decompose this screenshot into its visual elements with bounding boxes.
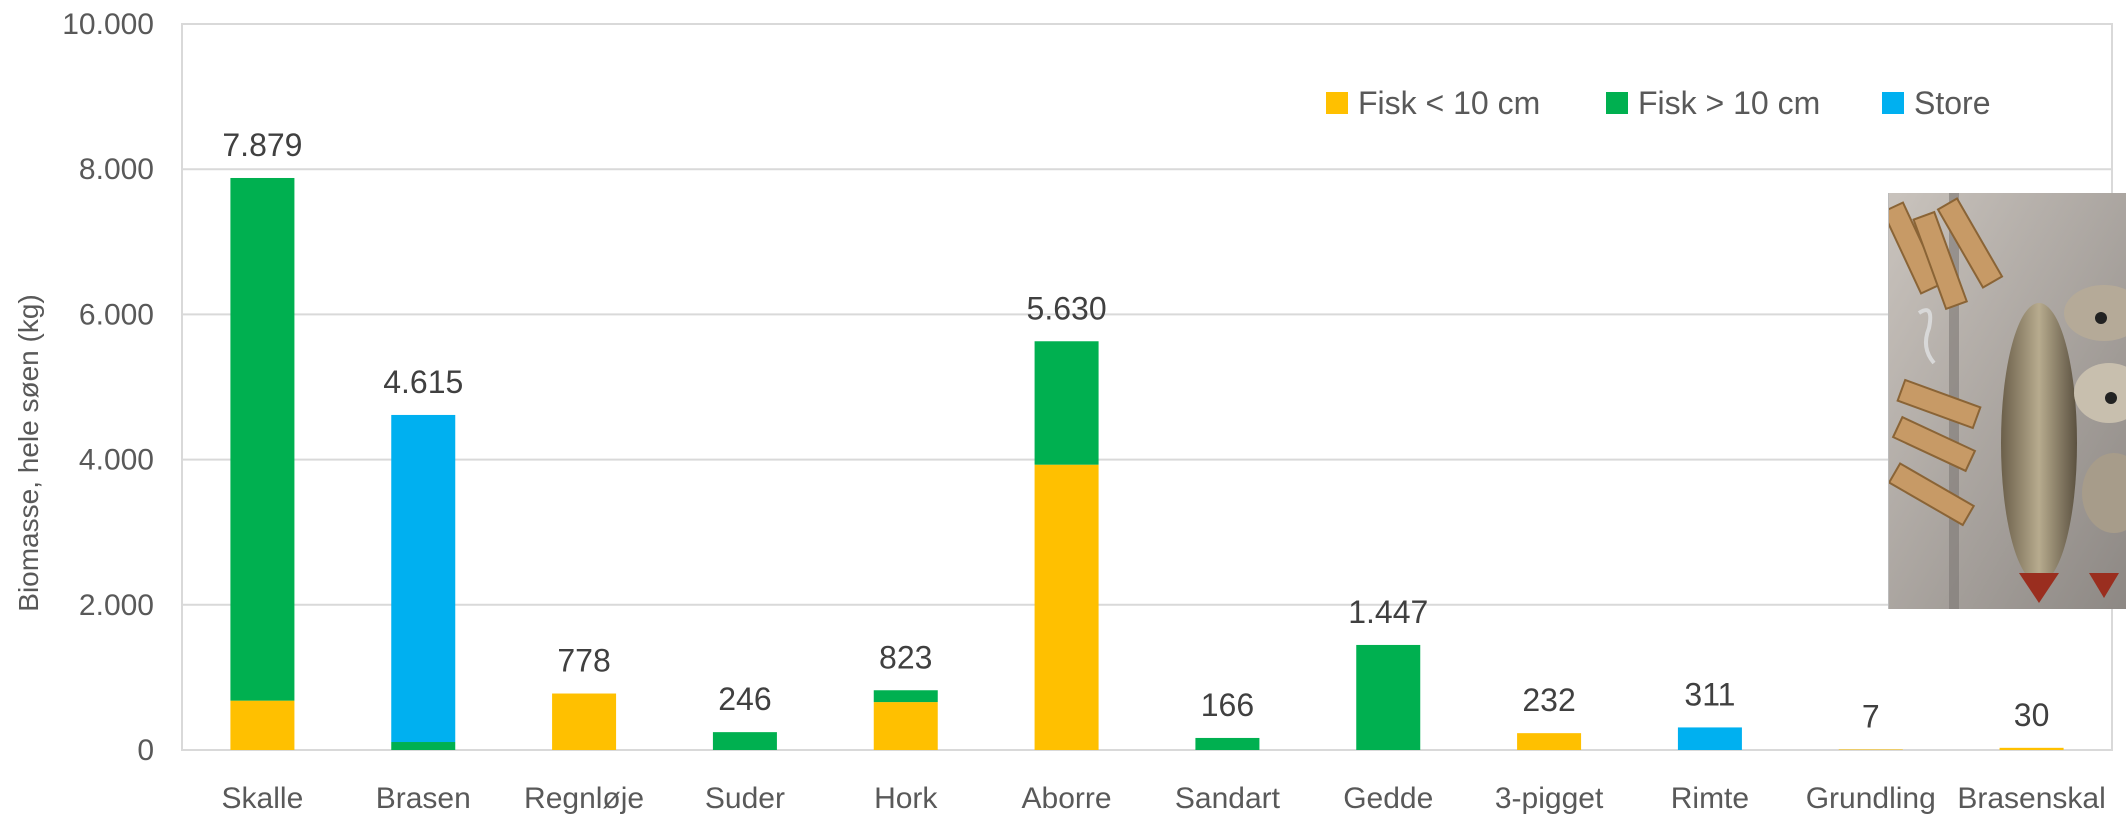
legend-label: Fisk > 10 cm	[1638, 85, 1820, 121]
bar-total-label: 246	[718, 681, 771, 717]
legend-label: Fisk < 10 cm	[1358, 85, 1540, 121]
x-tick-label: Suder	[705, 782, 785, 815]
legend-label: Store	[1914, 85, 1990, 121]
x-tick-label: Sandart	[1175, 782, 1281, 815]
y-tick-label: 0	[137, 734, 154, 767]
plot-area-border	[181, 23, 2113, 751]
bar-segment	[230, 177, 295, 701]
bar-total-label: 7	[1862, 698, 1880, 734]
x-tick-label: Regnløje	[524, 782, 644, 815]
bar-segment	[1677, 727, 1742, 750]
bar-segment	[1356, 644, 1421, 750]
bar-segment	[1999, 747, 2064, 750]
bar-total-label: 232	[1522, 682, 1575, 718]
bar-segment	[1517, 733, 1582, 750]
bar-segment	[391, 742, 456, 750]
y-tick-label: 4.000	[79, 444, 154, 477]
bar-segment	[873, 702, 938, 750]
bar-segment	[391, 414, 456, 743]
fish-catch-photo	[1888, 193, 2126, 609]
y-tick-label: 8.000	[79, 153, 154, 186]
bar-total-label: 5.630	[1027, 290, 1107, 326]
bar-total-label: 4.615	[383, 364, 463, 400]
bar-total-label: 166	[1201, 687, 1254, 723]
y-tick-label: 10.000	[62, 8, 154, 41]
bar-segment	[552, 693, 617, 750]
bar-segment	[712, 732, 777, 750]
bar-total-label: 311	[1684, 676, 1735, 712]
x-tick-label: Hork	[874, 782, 938, 815]
x-tick-label: Brasen	[376, 782, 471, 815]
legend-swatch	[1606, 92, 1628, 114]
legend-swatch	[1882, 92, 1904, 114]
x-tick-label: Gedde	[1343, 782, 1433, 815]
bar-segment	[1838, 749, 1903, 750]
y-tick-label: 6.000	[79, 298, 154, 331]
bar-segment	[1195, 737, 1260, 750]
labels: 7.879 Skalle 4.615 Brasen 778 Regnløje 246 Sude…	[222, 127, 2106, 815]
bar-segment	[1034, 464, 1099, 750]
y-tick-label: 2.000	[79, 589, 154, 622]
y-axis-label: Biomasse, hele søen (kg)	[13, 294, 44, 611]
x-tick-label: Aborre	[1022, 782, 1112, 815]
x-tick-label: 3-pigget	[1495, 782, 1604, 815]
bar-segment	[230, 700, 295, 750]
x-tick-label: Brasenskal	[1957, 782, 2105, 815]
bar-total-label: 30	[2014, 697, 2050, 733]
legend-swatch	[1326, 92, 1348, 114]
grid-lines: 0 2.000 4.000 6.000 8.000 10.000	[62, 8, 2113, 767]
bar-total-label: 1.447	[1348, 594, 1428, 630]
bars	[230, 177, 2064, 750]
bar-segment	[873, 690, 938, 703]
photo-image	[1889, 193, 2126, 609]
x-tick-label: Grundling	[1806, 782, 1936, 815]
bar-total-label: 778	[557, 643, 610, 679]
bar-segment	[1034, 341, 1099, 465]
x-tick-label: Skalle	[222, 782, 304, 815]
bar-total-label: 7.879	[222, 127, 302, 163]
x-tick-label: Rimte	[1671, 782, 1749, 815]
legend: Fisk < 10 cm Fisk > 10 cm Store	[1326, 85, 1990, 121]
bar-total-label: 823	[879, 639, 932, 675]
